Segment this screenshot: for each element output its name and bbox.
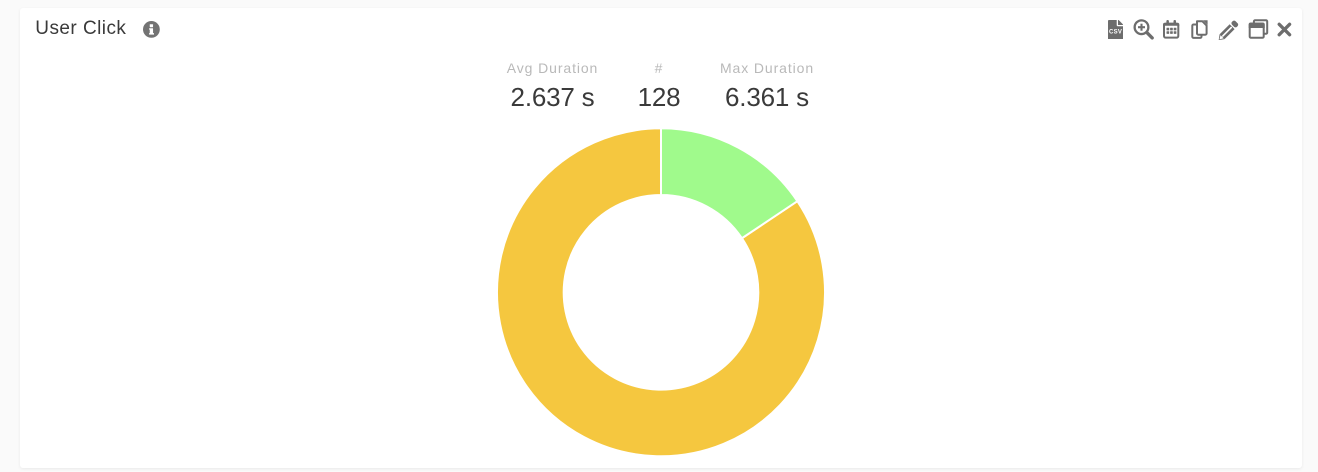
svg-text:CSV: CSV: [1109, 29, 1122, 35]
